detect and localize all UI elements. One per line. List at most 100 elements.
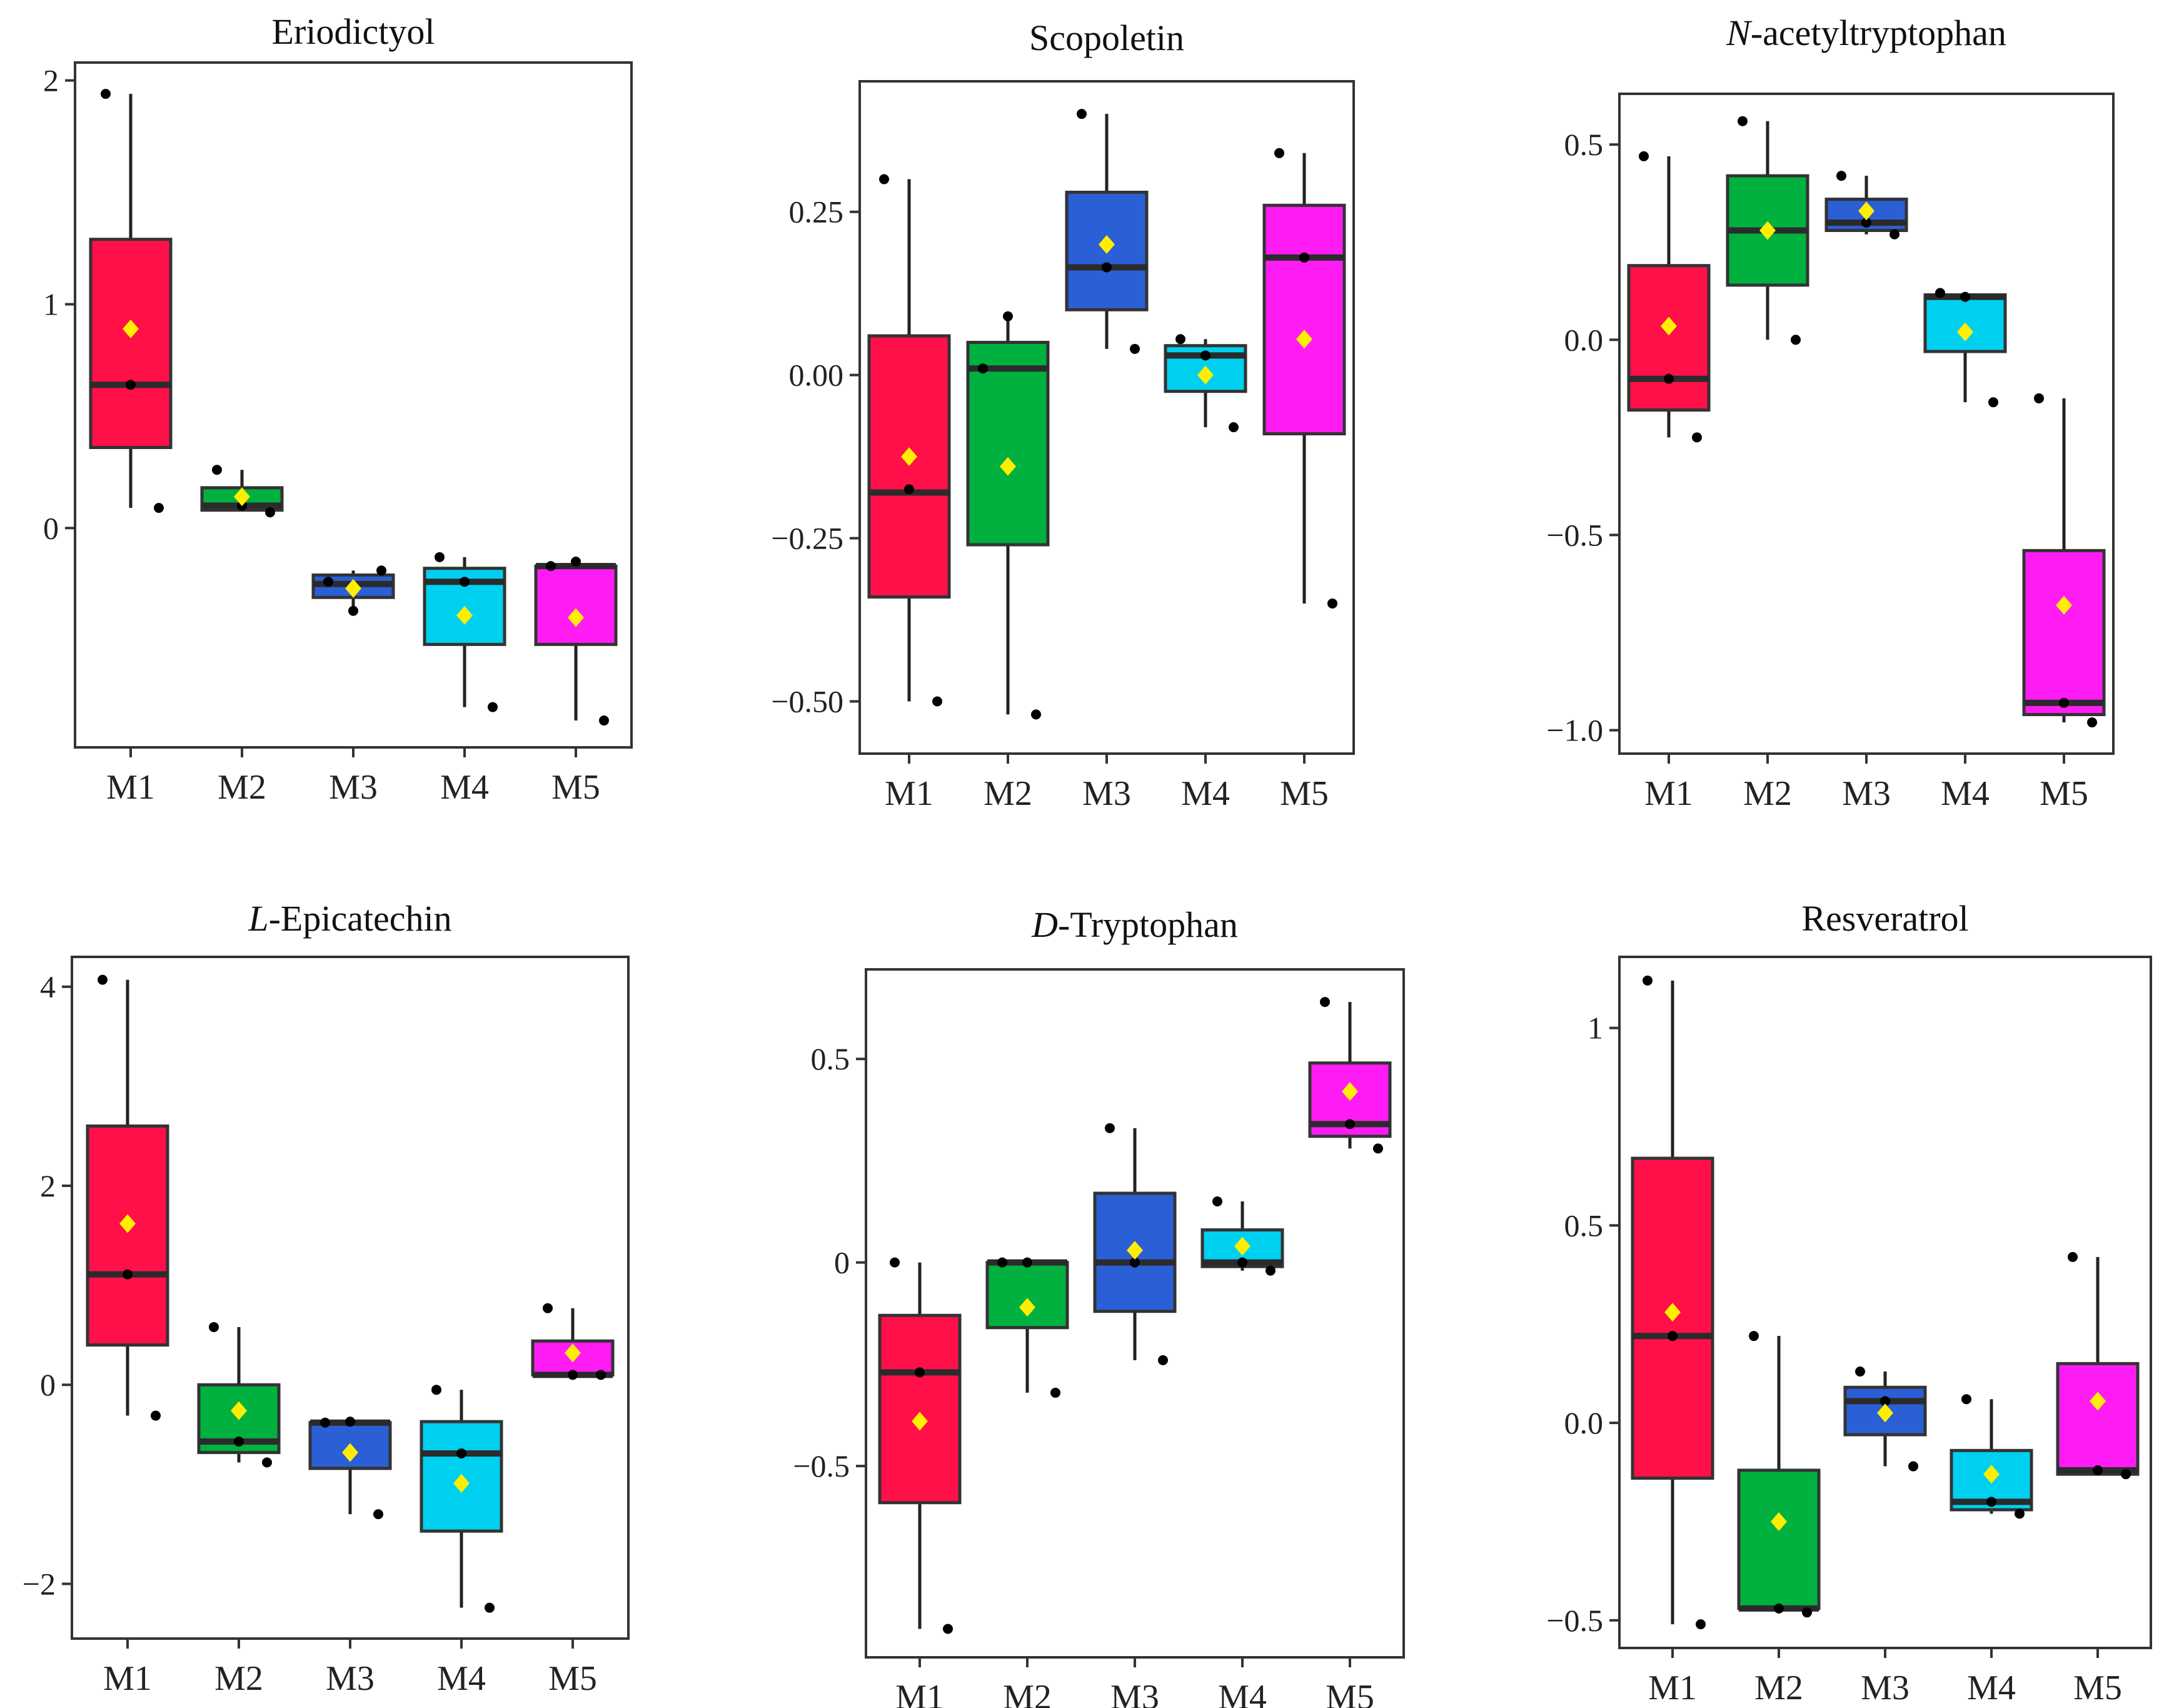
n-acetyltryptophan-point-m1 xyxy=(1639,151,1649,161)
eriodictyol-ytick-label: 2 xyxy=(43,63,59,98)
n-acetyltryptophan-ytick-label: 0.5 xyxy=(1564,127,1604,162)
d-tryptophan-xtick-label-m3: M3 xyxy=(1110,1678,1159,1708)
resveratrol-ytick-label: 1 xyxy=(1588,1011,1603,1046)
l-epicatechin-point-m2 xyxy=(262,1457,272,1468)
resveratrol-mean-m1 xyxy=(1664,1303,1681,1322)
n-acetyltryptophan-point-m3 xyxy=(1890,229,1900,240)
scopoletin-point-m3 xyxy=(1102,262,1112,273)
l-epicatechin-xtick-label-m1: M1 xyxy=(103,1659,152,1698)
l-epicatechin-xtick-label-m2: M2 xyxy=(214,1659,263,1698)
resveratrol-xtick-label-m3: M3 xyxy=(1861,1669,1910,1707)
d-tryptophan-mean-m3 xyxy=(1127,1241,1143,1260)
d-tryptophan-ytick-label: −0.5 xyxy=(793,1448,850,1483)
scopoletin-ytick-label: −0.25 xyxy=(771,521,843,556)
resveratrol-xtick-label-m4: M4 xyxy=(1967,1669,2016,1707)
resveratrol-ytick-label: 0.0 xyxy=(1564,1405,1604,1440)
d-tryptophan-point-m2 xyxy=(1022,1257,1032,1268)
resveratrol-xtick-label-m5: M5 xyxy=(2073,1669,2122,1707)
eriodictyol-point-m1 xyxy=(126,380,136,390)
eriodictyol-point-m5 xyxy=(571,556,581,567)
d-tryptophan-point-m1 xyxy=(915,1367,925,1378)
resveratrol-xtick-label-m2: M2 xyxy=(1754,1669,1803,1707)
d-tryptophan-point-m2 xyxy=(1050,1387,1060,1398)
scopoletin-point-m5 xyxy=(1299,252,1309,263)
n-acetyltryptophan-xtick-label-m3: M3 xyxy=(1842,774,1891,813)
resveratrol-point-m3 xyxy=(1855,1367,1865,1377)
n-acetyltryptophan-mean-m5 xyxy=(2056,595,2072,615)
d-tryptophan-ytick-label: 0.5 xyxy=(811,1041,850,1076)
n-acetyltryptophan-point-m4 xyxy=(1988,397,1998,408)
eriodictyol-point-m5 xyxy=(599,715,609,726)
panel-resveratrol: Resveratrol −0.5 0.0 0.5 1 M1 M2 M3 M4 M5 xyxy=(1546,898,2152,1707)
eriodictyol-xtick-label-m3: M3 xyxy=(329,768,378,807)
eriodictyol-point-m4 xyxy=(488,702,498,712)
scopoletin-ytick-label: −0.50 xyxy=(771,684,843,719)
l-epicatechin-mean-m1 xyxy=(119,1214,136,1233)
resveratrol-point-m4 xyxy=(1986,1497,1996,1507)
resveratrol-box-m2 xyxy=(1737,1468,1821,1610)
l-epicatechin-point-m4 xyxy=(485,1602,495,1613)
resveratrol-box-m1 xyxy=(1631,1156,1714,1480)
scopoletin-point-m2 xyxy=(1003,311,1013,321)
eriodictyol-ytick-label: 1 xyxy=(43,286,59,321)
d-tryptophan-point-m4 xyxy=(1237,1257,1247,1268)
scopoletin-xtick-label-m4: M4 xyxy=(1181,774,1230,813)
scopoletin-point-m1 xyxy=(879,174,889,184)
panel-scopoletin: Scopoletin −0.50 −0.25 0.00 0.25 M1 M2 M3 M4 M5 xyxy=(771,18,1355,813)
scopoletin-mean-m5 xyxy=(1296,330,1312,349)
resveratrol-point-m1 xyxy=(1668,1331,1678,1342)
scopoletin-point-m5 xyxy=(1327,598,1337,609)
eriodictyol-xtick-label-m2: M2 xyxy=(218,768,266,807)
d-tryptophan-point-m4 xyxy=(1266,1265,1276,1276)
scopoletin-mean-m2 xyxy=(1000,457,1016,476)
eriodictyol-mean-m5 xyxy=(568,608,584,627)
n-acetyltryptophan-point-m5 xyxy=(2034,393,2044,403)
resveratrol-mean-m3 xyxy=(1877,1403,1893,1423)
resveratrol-point-m1 xyxy=(1696,1619,1706,1630)
eriodictyol-point-m1 xyxy=(101,89,111,99)
l-epicatechin-point-m3 xyxy=(373,1509,383,1520)
scopoletin-point-m4 xyxy=(1175,334,1185,345)
panel-l-epicatechin: L-Epicatechin −2 0 2 4 M1 M2 M3 M4 M5 xyxy=(23,898,630,1698)
scopoletin-point-m3 xyxy=(1077,109,1087,119)
eriodictyol-point-m4 xyxy=(460,577,470,587)
l-epicatechin-ytick-label: −2 xyxy=(23,1566,56,1601)
d-tryptophan-point-m3 xyxy=(1158,1355,1168,1365)
n-acetyltryptophan-ytick-label: −1.0 xyxy=(1546,713,1603,748)
resveratrol-point-m4 xyxy=(1961,1394,1971,1405)
eriodictyol-point-m3 xyxy=(376,565,386,576)
n-acetyltryptophan-point-m1 xyxy=(1664,373,1674,384)
resveratrol-ytick-label: −0.5 xyxy=(1546,1603,1603,1638)
n-acetyltryptophan-point-m3 xyxy=(1861,218,1871,228)
eriodictyol-point-m2 xyxy=(265,507,275,518)
scopoletin-point-m4 xyxy=(1229,422,1239,433)
eriodictyol-mean-m1 xyxy=(123,319,139,338)
l-epicatechin-point-m1 xyxy=(98,974,108,985)
n-acetyltryptophan-point-m2 xyxy=(1791,335,1801,345)
resveratrol-point-m1 xyxy=(1643,975,1653,986)
l-epicatechin-point-m1 xyxy=(151,1410,161,1421)
l-epicatechin-mean-m4 xyxy=(453,1473,470,1493)
scopoletin-point-m4 xyxy=(1200,350,1210,361)
resveratrol-xtick-label-m1: M1 xyxy=(1648,1669,1697,1707)
scopoletin-point-m3 xyxy=(1130,343,1140,354)
eriodictyol-xtick-label-m5: M5 xyxy=(551,768,600,807)
l-epicatechin-xtick-label-m4: M4 xyxy=(437,1659,486,1698)
n-acetyltryptophan-point-m2 xyxy=(1738,116,1748,126)
d-tryptophan-point-m3 xyxy=(1105,1123,1115,1133)
d-tryptophan-title: D-Tryptophan xyxy=(1031,904,1238,945)
d-tryptophan-mean-m2 xyxy=(1019,1298,1035,1317)
d-tryptophan-xtick-label-m4: M4 xyxy=(1218,1678,1267,1708)
d-tryptophan-xtick-label-m1: M1 xyxy=(895,1678,944,1708)
l-epicatechin-ytick-label: 0 xyxy=(40,1367,56,1402)
d-tryptophan-mean-m1 xyxy=(912,1412,928,1431)
eriodictyol-mean-m2 xyxy=(234,487,250,507)
resveratrol-mean-m2 xyxy=(1771,1512,1787,1531)
scopoletin-point-m1 xyxy=(904,484,914,495)
l-epicatechin-title: L-Epicatechin xyxy=(248,898,451,939)
scopoletin-point-m1 xyxy=(932,696,942,707)
n-acetyltryptophan-mean-m3 xyxy=(1858,201,1875,221)
l-epicatechin-box-m1 xyxy=(86,1124,169,1347)
d-tryptophan-title-prefix: D xyxy=(1031,904,1058,945)
n-acetyltryptophan-point-m4 xyxy=(1935,288,1945,298)
